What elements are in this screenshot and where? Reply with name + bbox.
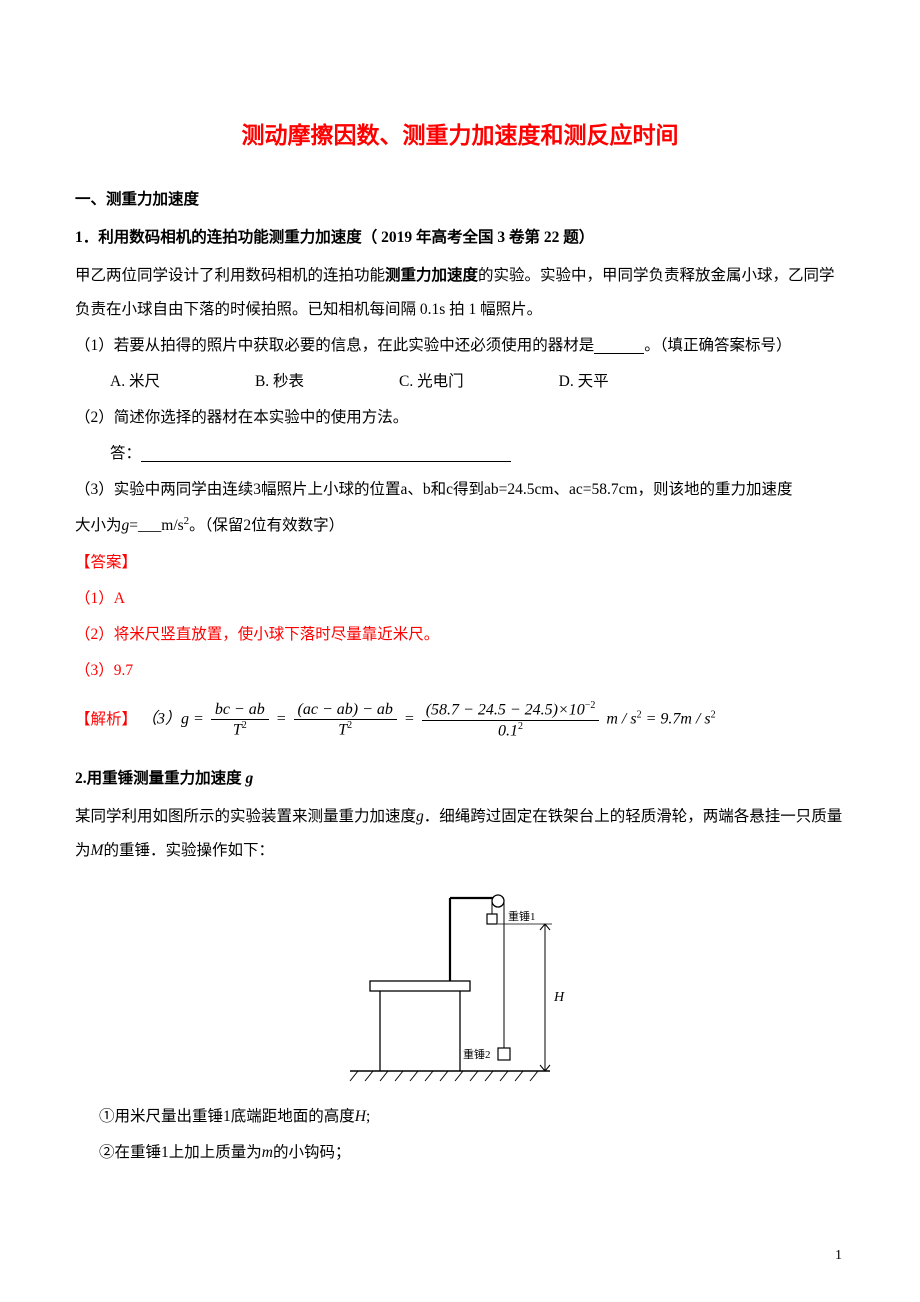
q1-option-c: C. 光电门 <box>399 365 464 399</box>
page-number: 1 <box>835 1241 842 1272</box>
frac3-den: 0.1 <box>498 722 518 739</box>
q2-step2: ②在重锤1上加上质量为m的小钩码； <box>75 1136 845 1170</box>
frac2-den: T <box>338 722 347 739</box>
q2-heading: 2.用重锤测量重力加速度 g <box>75 762 845 796</box>
q1-part3b-tail: 。（保留2位有效数字） <box>189 518 344 535</box>
sol-unit: m / s <box>606 711 636 728</box>
frac3-sup: −2 <box>585 700 596 711</box>
frac1-num: bc − ab <box>211 700 269 720</box>
q2-para-g: g <box>416 808 424 825</box>
q1-option-d: D. 天平 <box>559 365 609 399</box>
q1-para1a: 甲乙两位同学设计了利用数码相机的连拍功能 <box>75 267 385 284</box>
q1-part3-line2: 大小为g=___m/s2。（保留2位有效数字） <box>75 509 845 543</box>
q1-part1: （1）若要从拍得的照片中获取必要的信息，在此实验中还必须使用的器材是 。（填正确答… <box>75 329 845 363</box>
q2-step1: ①用米尺量出重锤1底端距地面的高度H; <box>75 1100 845 1134</box>
q2-para: 某同学利用如图所示的实验装置来测量重力加速度g．细绳跨过固定在铁架台上的轻质滑轮… <box>75 800 845 868</box>
q2-heading-pre: 2.用重锤测量重力加速度 <box>75 770 246 787</box>
q1-part3: （3）实验中两同学由连续3幅照片上小球的位置a、b和c得到ab=24.5cm、a… <box>75 473 845 507</box>
q2-step1-pre: ①用米尺量出重锤1底端距地面的高度 <box>99 1108 355 1125</box>
q1-part3b-pre: 大小为 <box>75 518 122 535</box>
q1-heading: 1．利用数码相机的连拍功能测重力加速度（ 2019 年高考全国 3 卷第 22 … <box>75 221 845 255</box>
frac2-num: (ac − ab) − ab <box>294 700 397 720</box>
solution-label: 【解析】 <box>75 703 137 737</box>
section-1-heading: 一、测重力加速度 <box>75 183 845 217</box>
ans3: （3）9.7 <box>75 654 845 688</box>
solution-prefix: （3）g <box>141 711 189 728</box>
q2-step1-H: H <box>355 1108 366 1125</box>
q2-para-pre: 某同学利用如图所示的实验装置来测量重力加速度 <box>75 808 416 825</box>
q2-para-M: M <box>91 842 104 859</box>
ans1: （1）A <box>75 582 845 616</box>
q1-part1-text: （1）若要从拍得的照片中获取必要的信息，在此实验中还必须使用的器材是 <box>75 337 594 354</box>
q2-step2-post: 的小钩码； <box>273 1144 351 1161</box>
q2-g: g <box>246 770 254 787</box>
answer-label: 【答案】 <box>75 546 845 580</box>
q1-options: A. 米尺 B. 秒表 C. 光电门 D. 天平 <box>75 365 845 399</box>
frac1-den: T <box>233 722 242 739</box>
frac3-num: (58.7 − 24.5 − 24.5)×10 <box>426 701 585 718</box>
q1-part1-tail: 。（填正确答案标号） <box>644 337 791 354</box>
q1-part3b-post: =___m/s <box>129 518 183 535</box>
q2-step2-pre: ②在重锤1上加上质量为 <box>99 1144 262 1161</box>
q1-part2-answer-label: 答： <box>110 445 141 462</box>
solution-formula: 【解析】 （3）g = bc − ab T2 = (ac − ab) − ab … <box>75 700 845 740</box>
sol-result: = 9.7m / s <box>646 711 711 728</box>
page-title: 测动摩擦因数、测重力加速度和测反应时间 <box>75 110 845 161</box>
label-weight2: 重锤2 <box>463 1047 491 1061</box>
q1-para1: 甲乙两位同学设计了利用数码相机的连拍功能测重力加速度的实验。实验中，甲同学负责释… <box>75 259 845 327</box>
q1-part3a: （3）实验中两同学由连续3幅照片上小球的位置a、b和c得到ab=24.5cm、a… <box>75 481 793 498</box>
apparatus-diagram: 重锤1 重锤2 H <box>330 886 590 1086</box>
q2-para-post: 的重锤．实验操作如下： <box>103 842 274 859</box>
q2-step2-m: m <box>262 1144 273 1161</box>
q1-part2: （2）简述你选择的器材在本实验中的使用方法。 <box>75 401 845 435</box>
label-H: H <box>553 990 565 1005</box>
q2-step1-post: ; <box>366 1108 370 1125</box>
ans2: （2）将米尺竖直放置，使小球下落时尽量靠近米尺。 <box>75 618 845 652</box>
q1-part2-answer: 答： <box>75 437 845 471</box>
blank-long <box>141 447 511 463</box>
q1-option-a: A. 米尺 <box>110 365 160 399</box>
q1-para1-bold: 测重力加速度 <box>385 267 478 284</box>
blank-1 <box>594 339 644 355</box>
diagram-container: 重锤1 重锤2 H <box>75 886 845 1086</box>
label-weight1: 重锤1 <box>508 909 536 923</box>
q1-option-b: B. 秒表 <box>255 365 304 399</box>
